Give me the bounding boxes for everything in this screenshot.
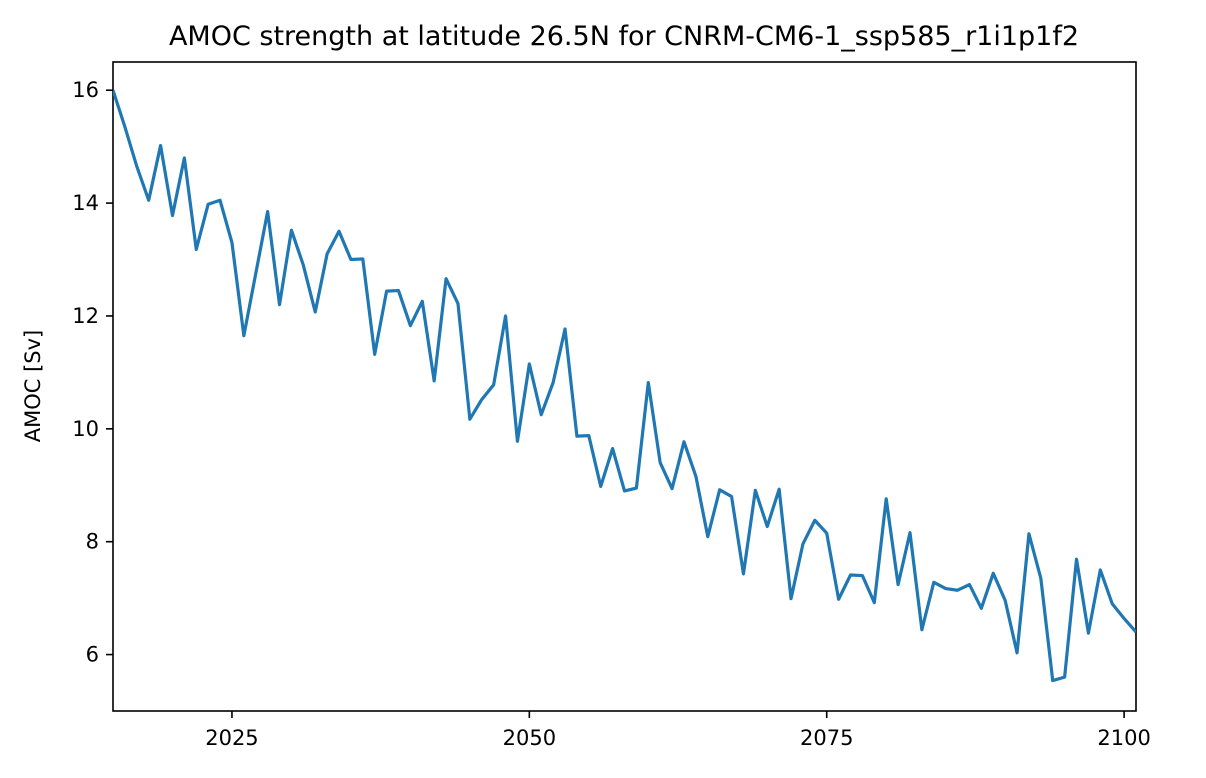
- y-tick-label: 12: [72, 304, 99, 328]
- chart-title: AMOC strength at latitude 26.5N for CNRM…: [169, 21, 1079, 52]
- y-tick-label: 14: [72, 191, 99, 215]
- y-tick-label: 10: [72, 417, 99, 441]
- y-tick-label: 16: [72, 78, 99, 102]
- y-axis-label: AMOC [Sv]: [21, 330, 45, 443]
- x-tick-label: 2050: [503, 726, 556, 750]
- x-tick-label: 2075: [800, 726, 853, 750]
- axes-frame: [112, 61, 1137, 712]
- plot-area: [112, 61, 1137, 712]
- series-line: [113, 89, 1136, 683]
- x-axis: 2025 2050 2075 2100: [205, 711, 1151, 750]
- y-tick-label: 8: [86, 530, 99, 554]
- series-layer: [113, 89, 1136, 683]
- y-axis: 6 8 10 12 14 16: [72, 78, 113, 667]
- x-tick-label: 2100: [1097, 726, 1150, 750]
- x-tick-label: 2025: [205, 726, 258, 750]
- y-tick-label: 6: [86, 643, 99, 667]
